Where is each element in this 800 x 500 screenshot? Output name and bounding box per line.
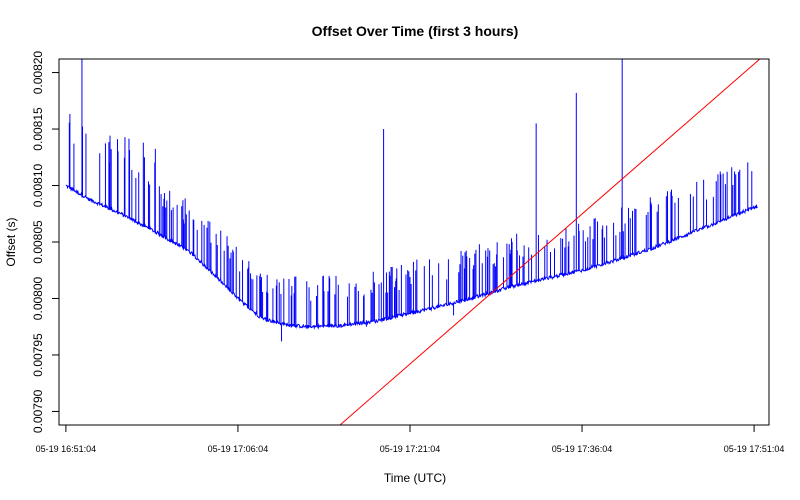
y-axis: 0.00790 0.00795 0.00800 0.00805 0.00810 0.008…: [31, 51, 60, 433]
plot-layer: [65, 59, 761, 425]
x-tick-label: 05-19 17:36:04: [552, 444, 613, 454]
x-tick-label: 05-19 17:51:04: [724, 444, 785, 454]
offset-series-line: [65, 59, 758, 342]
x-tick-label: 05-19 17:06:04: [208, 444, 269, 454]
y-tick-label: 0.00790: [31, 389, 45, 433]
y-tick-label: 0.00815: [31, 107, 45, 151]
trend-line: [339, 59, 761, 425]
x-tick-label: 05-19 16:51:04: [36, 444, 97, 454]
x-axis: 05-19 16:51:04 05-19 17:06:04 05-19 17:21:…: [36, 424, 785, 454]
x-axis-label: Time (UTC): [384, 471, 446, 485]
y-tick-label: 0.00800: [31, 276, 45, 320]
y-tick-label: 0.00805: [31, 220, 45, 264]
chart-title: Offset Over Time (first 3 hours): [312, 23, 519, 39]
y-tick-label: 0.00795: [31, 333, 45, 377]
y-tick-label: 0.00820: [31, 51, 45, 95]
x-tick-label: 05-19 17:21:04: [380, 444, 441, 454]
y-axis-label: Offset (s): [4, 217, 18, 266]
plot-frame: [58, 58, 770, 426]
y-tick-label: 0.00810: [31, 163, 45, 207]
